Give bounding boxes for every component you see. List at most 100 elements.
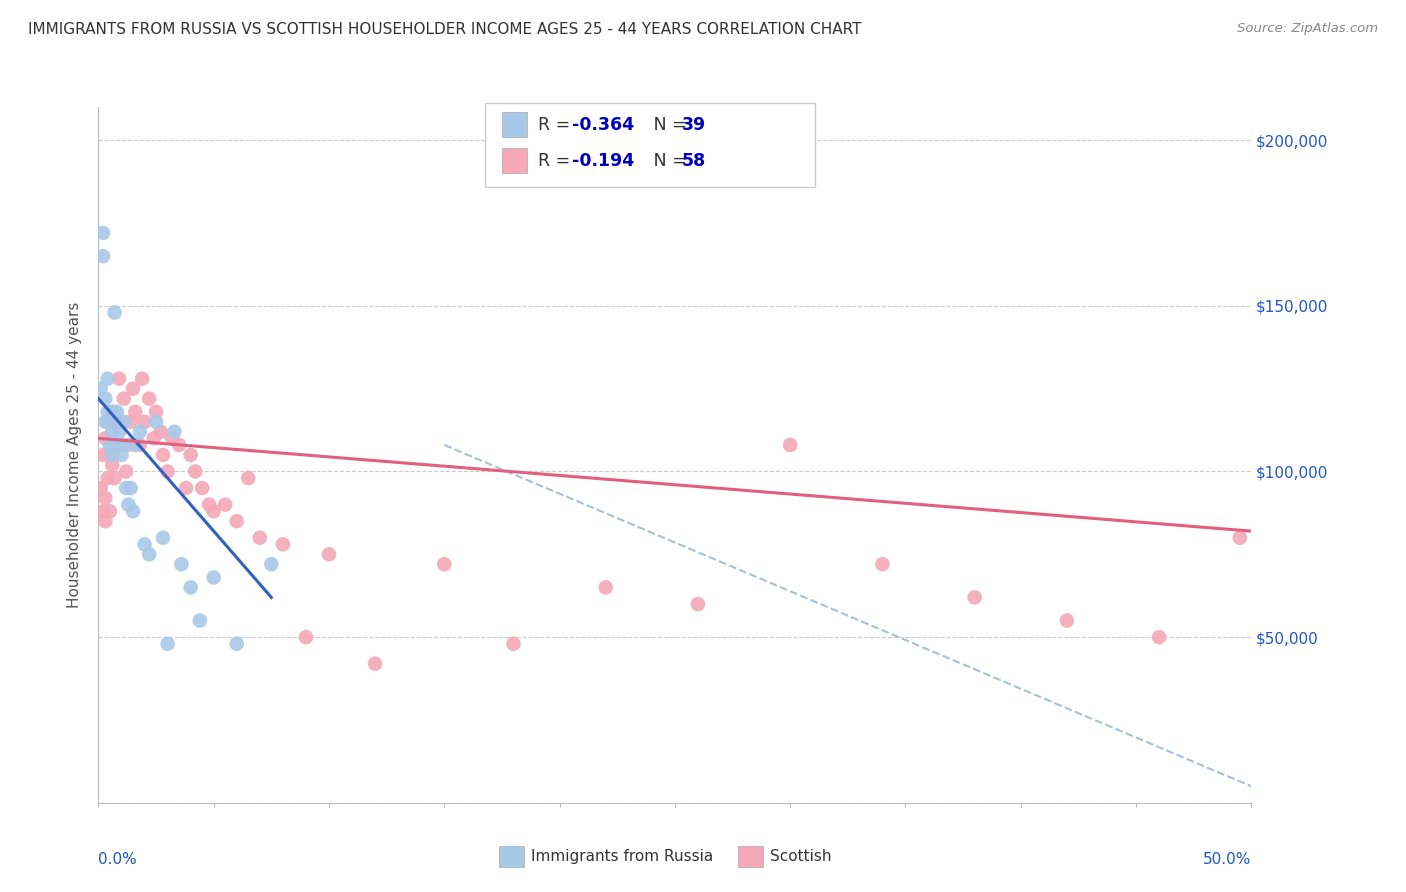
Point [502,637,524,651]
Point [101,448,124,462]
Point [160,431,183,445]
Point [167,438,190,452]
Point [872,558,894,572]
Text: N =: N = [637,152,692,169]
Point [103,305,125,319]
Point [225,637,247,651]
Point [91,249,114,263]
Point [112,415,135,429]
Point [122,382,145,396]
Point [108,425,131,439]
Point [686,597,709,611]
Point [103,471,125,485]
Point [98,415,121,429]
Point [249,531,271,545]
Point [94,415,117,429]
Point [149,425,172,439]
Point [103,415,125,429]
Point [1147,630,1170,644]
Point [117,498,139,512]
Point [115,481,138,495]
Point [94,491,117,505]
Point [595,581,617,595]
Point [105,438,128,452]
Point [142,431,165,445]
Point [110,448,132,462]
Text: 58: 58 [682,152,706,169]
Point [260,558,283,572]
Point [1056,614,1078,628]
Point [433,558,456,572]
Point [134,415,156,429]
Text: Immigrants from Russia: Immigrants from Russia [531,849,714,863]
Point [105,405,128,419]
Point [191,481,214,495]
Text: Scottish: Scottish [770,849,832,863]
Point [98,438,121,452]
Point [145,415,167,429]
Point [963,591,986,605]
Text: IMMIGRANTS FROM RUSSIA VS SCOTTISH HOUSEHOLDER INCOME AGES 25 - 44 YEARS CORRELA: IMMIGRANTS FROM RUSSIA VS SCOTTISH HOUSE… [28,22,862,37]
Point [134,537,156,551]
Point [156,465,179,479]
Point [124,405,146,419]
Point [152,531,174,545]
Point [103,415,125,429]
Point [188,614,211,628]
Point [202,570,225,584]
Point [94,431,117,445]
Point [318,547,340,561]
Point [103,438,125,452]
Point [779,438,801,452]
Point [120,415,142,429]
Point [214,498,236,512]
Y-axis label: Householder Income Ages 25 - 44 years: Householder Income Ages 25 - 44 years [67,301,83,608]
Point [97,471,120,485]
Point [271,537,294,551]
Point [117,438,139,452]
Point [91,226,114,240]
Point [152,448,174,462]
Point [180,448,202,462]
Point [94,392,117,406]
Point [94,514,117,528]
Text: 0.0%: 0.0% [98,852,138,866]
Text: 50.0%: 50.0% [1204,852,1251,866]
Point [174,481,197,495]
Point [1229,531,1251,545]
Point [101,405,124,419]
Point [101,458,124,472]
Point [138,392,160,406]
Point [120,481,142,495]
Point [145,405,167,419]
Point [180,581,202,595]
Point [97,372,120,386]
Point [101,425,124,439]
Point [156,637,179,651]
Text: N =: N = [637,116,692,134]
Point [202,504,225,518]
Point [129,425,152,439]
Point [184,465,207,479]
Point [112,392,135,406]
Point [90,382,112,396]
Text: -0.194: -0.194 [572,152,634,169]
Text: -0.364: -0.364 [572,116,634,134]
Text: R =: R = [538,116,576,134]
Point [129,438,152,452]
Point [122,504,145,518]
Point [97,415,120,429]
Point [295,630,318,644]
Point [108,372,131,386]
Point [238,471,260,485]
Point [98,448,121,462]
Point [110,415,132,429]
Point [91,504,114,518]
Point [91,448,114,462]
Point [105,438,128,452]
Point [97,405,120,419]
Point [138,547,160,561]
Point [112,438,135,452]
Text: R =: R = [538,152,576,169]
Point [115,465,138,479]
